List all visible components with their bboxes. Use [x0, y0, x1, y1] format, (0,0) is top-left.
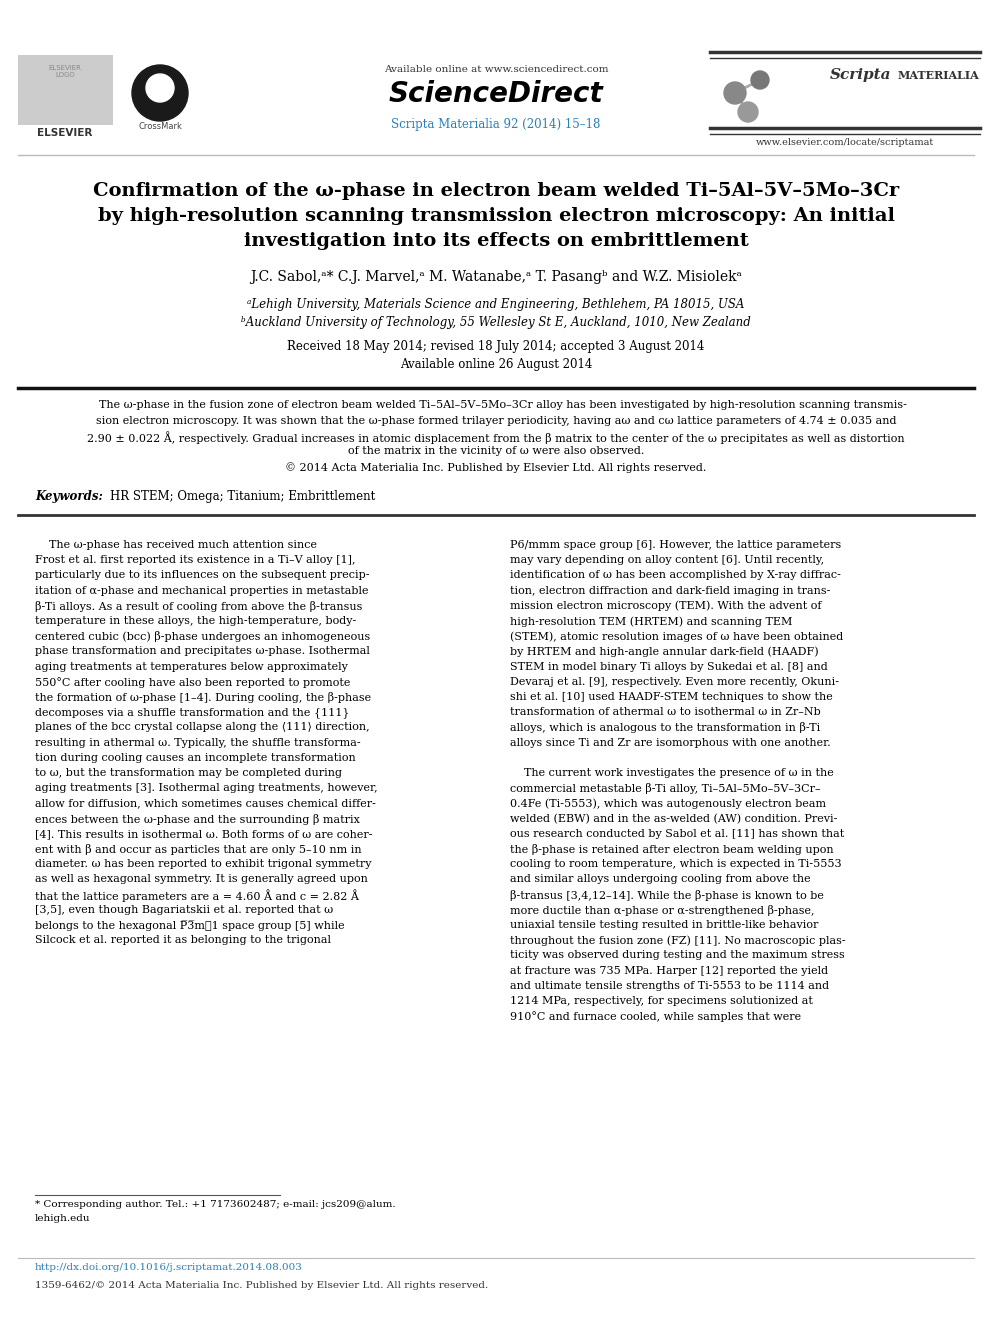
Text: 550°C after cooling have also been reported to promote: 550°C after cooling have also been repor…	[35, 677, 350, 688]
Text: cooling to room temperature, which is expected in Ti-5553: cooling to room temperature, which is ex…	[510, 859, 841, 869]
Text: [3,5], even though Bagariatskii et al. reported that ω: [3,5], even though Bagariatskii et al. r…	[35, 905, 333, 914]
Text: Scripta: Scripta	[830, 67, 892, 82]
Text: ELSEVIER: ELSEVIER	[38, 128, 92, 138]
Text: The ω-phase has received much attention since: The ω-phase has received much attention …	[35, 540, 317, 550]
Text: diameter. ω has been reported to exhibit trigonal symmetry: diameter. ω has been reported to exhibit…	[35, 859, 371, 869]
Text: aging treatments at temperatures below approximately: aging treatments at temperatures below a…	[35, 662, 348, 672]
Text: MATERIALIA: MATERIALIA	[898, 70, 980, 81]
Text: ticity was observed during testing and the maximum stress: ticity was observed during testing and t…	[510, 950, 845, 960]
Text: STEM in model binary Ti alloys by Sukedai et al. [8] and: STEM in model binary Ti alloys by Sukeda…	[510, 662, 827, 672]
Text: and ultimate tensile strengths of Ti-5553 to be 1114 and: and ultimate tensile strengths of Ti-555…	[510, 980, 829, 991]
Text: that the lattice parameters are a = 4.60 Å and c = 2.82 Å: that the lattice parameters are a = 4.60…	[35, 889, 359, 902]
Text: ᵇAuckland University of Technology, 55 Wellesley St E, Auckland, 1010, New Zeala: ᵇAuckland University of Technology, 55 W…	[241, 316, 751, 329]
Text: Silcock et al. reported it as belonging to the trigonal: Silcock et al. reported it as belonging …	[35, 935, 331, 945]
Text: β-Ti alloys. As a result of cooling from above the β-transus: β-Ti alloys. As a result of cooling from…	[35, 601, 362, 611]
Text: ous research conducted by Sabol et al. [11] has shown that: ous research conducted by Sabol et al. […	[510, 828, 844, 839]
Text: ent with β and occur as particles that are only 5–10 nm in: ent with β and occur as particles that a…	[35, 844, 362, 855]
Circle shape	[738, 102, 758, 122]
Text: * Corresponding author. Tel.: +1 7173602487; e-mail: jcs209@alum.: * Corresponding author. Tel.: +1 7173602…	[35, 1200, 396, 1209]
Text: commercial metastable β-Ti alloy, Ti–5Al–5Mo–5V–3Cr–: commercial metastable β-Ti alloy, Ti–5Al…	[510, 783, 820, 794]
Text: sion electron microscopy. It was shown that the ω-phase formed trilayer periodic: sion electron microscopy. It was shown t…	[96, 415, 896, 426]
Text: allow for diffusion, which sometimes causes chemical differ-: allow for diffusion, which sometimes cau…	[35, 798, 376, 808]
Text: and similar alloys undergoing cooling from above the: and similar alloys undergoing cooling fr…	[510, 875, 810, 884]
Text: (STEM), atomic resolution images of ω have been obtained: (STEM), atomic resolution images of ω ha…	[510, 631, 843, 642]
Text: aging treatments [3]. Isothermal aging treatments, however,: aging treatments [3]. Isothermal aging t…	[35, 783, 378, 794]
Text: may vary depending on alloy content [6]. Until recently,: may vary depending on alloy content [6].…	[510, 556, 824, 565]
Text: uniaxial tensile testing resulted in brittle-like behavior: uniaxial tensile testing resulted in bri…	[510, 919, 818, 930]
Text: [4]. This results in isothermal ω. Both forms of ω are coher-: [4]. This results in isothermal ω. Both …	[35, 828, 373, 839]
Text: β-transus [3,4,12–14]. While the β-phase is known to be: β-transus [3,4,12–14]. While the β-phase…	[510, 889, 824, 901]
Text: transformation of athermal ω to isothermal ω in Zr–Nb: transformation of athermal ω to isotherm…	[510, 708, 820, 717]
Text: itation of α-phase and mechanical properties in metastable: itation of α-phase and mechanical proper…	[35, 586, 368, 595]
Text: alloys since Ti and Zr are isomorphous with one another.: alloys since Ti and Zr are isomorphous w…	[510, 738, 830, 747]
Text: ▲: ▲	[156, 82, 165, 93]
Text: The current work investigates the presence of ω in the: The current work investigates the presen…	[510, 767, 833, 778]
Text: lehigh.edu: lehigh.edu	[35, 1215, 90, 1222]
Text: as well as hexagonal symmetry. It is generally agreed upon: as well as hexagonal symmetry. It is gen…	[35, 875, 368, 884]
Circle shape	[146, 74, 174, 102]
Text: 0.4Fe (Ti-5553), which was autogenously electron beam: 0.4Fe (Ti-5553), which was autogenously …	[510, 798, 826, 808]
Text: by high-resolution scanning transmission electron microscopy: An initial: by high-resolution scanning transmission…	[97, 206, 895, 225]
Circle shape	[132, 65, 188, 120]
Text: phase transformation and precipitates ω-phase. Isothermal: phase transformation and precipitates ω-…	[35, 647, 370, 656]
Text: Confirmation of the ω-phase in electron beam welded Ti–5Al–5V–5Mo–3Cr: Confirmation of the ω-phase in electron …	[93, 183, 899, 200]
Text: 1214 MPa, respectively, for specimens solutionized at: 1214 MPa, respectively, for specimens so…	[510, 996, 812, 1005]
Text: identification of ω has been accomplished by X-ray diffrac-: identification of ω has been accomplishe…	[510, 570, 841, 581]
Text: the β-phase is retained after electron beam welding upon: the β-phase is retained after electron b…	[510, 844, 833, 855]
Text: Received 18 May 2014; revised 18 July 2014; accepted 3 August 2014: Received 18 May 2014; revised 18 July 20…	[288, 340, 704, 353]
Circle shape	[724, 82, 746, 105]
Text: resulting in athermal ω. Typically, the shuffle transforma-: resulting in athermal ω. Typically, the …	[35, 738, 361, 747]
Text: CrossMark: CrossMark	[138, 122, 182, 131]
Text: ences between the ω-phase and the surrounding β matrix: ences between the ω-phase and the surrou…	[35, 814, 360, 824]
Text: of the matrix in the vicinity of ω were also observed.: of the matrix in the vicinity of ω were …	[348, 446, 644, 456]
Text: by HRTEM and high-angle annular dark-field (HAADF): by HRTEM and high-angle annular dark-fie…	[510, 647, 818, 658]
Text: Devaraj et al. [9], respectively. Even more recently, Okuni-: Devaraj et al. [9], respectively. Even m…	[510, 677, 839, 687]
Text: Available online at www.sciencedirect.com: Available online at www.sciencedirect.co…	[384, 65, 608, 74]
Text: www.elsevier.com/locate/scriptamat: www.elsevier.com/locate/scriptamat	[756, 138, 934, 147]
Text: shi et al. [10] used HAADF-STEM techniques to show the: shi et al. [10] used HAADF-STEM techniqu…	[510, 692, 832, 703]
Text: particularly due to its influences on the subsequent precip-: particularly due to its influences on th…	[35, 570, 369, 581]
Text: the formation of ω-phase [1–4]. During cooling, the β-phase: the formation of ω-phase [1–4]. During c…	[35, 692, 371, 703]
Text: tion, electron diffraction and dark-field imaging in trans-: tion, electron diffraction and dark-fiel…	[510, 586, 830, 595]
Text: ScienceDirect: ScienceDirect	[389, 79, 603, 108]
Text: 1359-6462/© 2014 Acta Materialia Inc. Published by Elsevier Ltd. All rights rese: 1359-6462/© 2014 Acta Materialia Inc. Pu…	[35, 1281, 488, 1290]
Text: ELSEVIER
LOGO: ELSEVIER LOGO	[49, 65, 81, 78]
Text: temperature in these alloys, the high-temperature, body-: temperature in these alloys, the high-te…	[35, 617, 356, 626]
FancyBboxPatch shape	[18, 56, 113, 124]
Text: investigation into its effects on embrittlement: investigation into its effects on embrit…	[244, 232, 748, 250]
Text: P6/mmm space group [6]. However, the lattice parameters: P6/mmm space group [6]. However, the lat…	[510, 540, 841, 550]
Text: HR STEM; Omega; Titanium; Embrittlement: HR STEM; Omega; Titanium; Embrittlement	[110, 490, 375, 503]
Text: high-resolution TEM (HRTEM) and scanning TEM: high-resolution TEM (HRTEM) and scanning…	[510, 617, 793, 627]
Text: welded (EBW) and in the as-welded (AW) condition. Previ-: welded (EBW) and in the as-welded (AW) c…	[510, 814, 837, 824]
Text: mission electron microscopy (TEM). With the advent of: mission electron microscopy (TEM). With …	[510, 601, 821, 611]
Text: Available online 26 August 2014: Available online 26 August 2014	[400, 359, 592, 370]
Text: decomposes via a shuffle transformation and the {111}: decomposes via a shuffle transformation …	[35, 708, 349, 718]
Text: more ductile than α-phase or α-strengthened β-phase,: more ductile than α-phase or α-strengthe…	[510, 905, 814, 916]
Text: to ω, but the transformation may be completed during: to ω, but the transformation may be comp…	[35, 767, 342, 778]
Text: belongs to the hexagonal P̅3̅m1 space group [5] while: belongs to the hexagonal P̅3̅m1 space g…	[35, 919, 344, 931]
Text: http://dx.doi.org/10.1016/j.scriptamat.2014.08.003: http://dx.doi.org/10.1016/j.scriptamat.2…	[35, 1263, 303, 1271]
Text: alloys, which is analogous to the transformation in β-Ti: alloys, which is analogous to the transf…	[510, 722, 820, 733]
Text: 910°C and furnace cooled, while samples that were: 910°C and furnace cooled, while samples …	[510, 1011, 802, 1023]
Text: ᵃLehigh University, Materials Science and Engineering, Bethlehem, PA 18015, USA: ᵃLehigh University, Materials Science an…	[247, 298, 745, 311]
Text: Keywords:: Keywords:	[35, 490, 107, 503]
Text: 2.90 ± 0.022 Å, respectively. Gradual increases in atomic displacement from the : 2.90 ± 0.022 Å, respectively. Gradual in…	[87, 431, 905, 443]
Text: J.C. Sabol,ᵃ* C.J. Marvel,ᵃ M. Watanabe,ᵃ T. Pasangᵇ and W.Z. Misiolekᵃ: J.C. Sabol,ᵃ* C.J. Marvel,ᵃ M. Watanabe,…	[250, 270, 742, 284]
Text: Scripta Materialia 92 (2014) 15–18: Scripta Materialia 92 (2014) 15–18	[391, 118, 601, 131]
Text: centered cubic (bcc) β-phase undergoes an inhomogeneous: centered cubic (bcc) β-phase undergoes a…	[35, 631, 370, 642]
Text: planes of the bcc crystal collapse along the ⟨111⟩ direction,: planes of the bcc crystal collapse along…	[35, 722, 370, 733]
Text: throughout the fusion zone (FZ) [11]. No macroscopic plas-: throughout the fusion zone (FZ) [11]. No…	[510, 935, 845, 946]
Text: © 2014 Acta Materialia Inc. Published by Elsevier Ltd. All rights reserved.: © 2014 Acta Materialia Inc. Published by…	[286, 462, 706, 472]
Text: The ω-phase in the fusion zone of electron beam welded Ti–5Al–5V–5Mo–3Cr alloy h: The ω-phase in the fusion zone of electr…	[85, 400, 907, 410]
Text: tion during cooling causes an incomplete transformation: tion during cooling causes an incomplete…	[35, 753, 356, 763]
Text: Frost et al. first reported its existence in a Ti–V alloy [1],: Frost et al. first reported its existenc…	[35, 556, 355, 565]
Text: at fracture was 735 MPa. Harper [12] reported the yield: at fracture was 735 MPa. Harper [12] rep…	[510, 966, 828, 975]
Circle shape	[751, 71, 769, 89]
